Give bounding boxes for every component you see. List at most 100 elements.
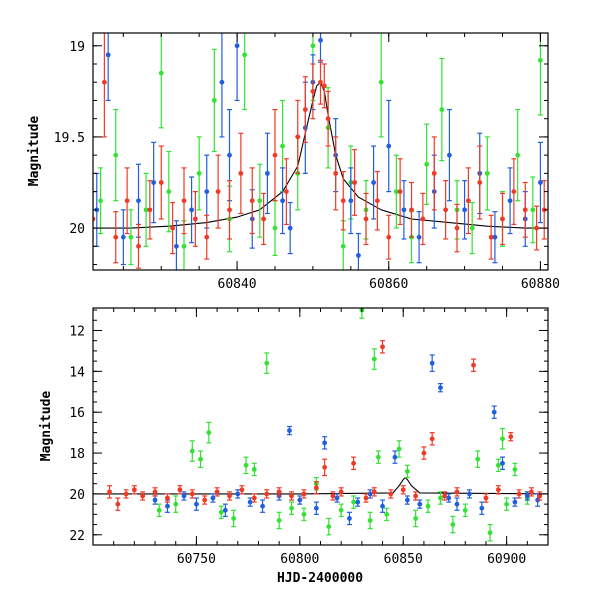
blue-data-point <box>280 167 286 235</box>
red-data-point <box>170 201 176 255</box>
green-data-point <box>251 462 257 477</box>
y-tick-label: 20 <box>69 222 85 237</box>
green-data-point <box>264 352 270 374</box>
y-tick-label: 19.5 <box>54 131 85 146</box>
red-data-point <box>431 136 437 211</box>
blue-data-point <box>334 493 340 503</box>
green-data-point <box>243 456 249 475</box>
green-data-point <box>189 440 195 462</box>
blue-data-point <box>380 499 386 513</box>
x-tick-label: 60750 <box>177 552 216 567</box>
green-data-point <box>289 501 295 515</box>
y-tick-label: 22 <box>69 529 85 544</box>
red-data-point <box>264 489 270 499</box>
red-data-point <box>363 192 369 246</box>
red-data-point <box>227 180 232 240</box>
red-data-point <box>158 145 164 220</box>
top-y-axis-label: Magnitude <box>27 116 42 187</box>
green-data-point <box>425 499 431 513</box>
red-data-point <box>454 487 460 497</box>
red-data-point <box>152 487 158 497</box>
green-data-point <box>384 507 390 522</box>
red-data-point <box>181 167 187 235</box>
red-data-point <box>202 495 208 505</box>
top-panel-zoom: 60840 60860 60880 19 19.5 20 Magnitude <box>27 32 560 292</box>
blue-data-point <box>181 491 187 501</box>
x-tick-label: 60900 <box>487 552 526 567</box>
red-data-point <box>227 491 232 501</box>
red-data-point <box>522 181 528 238</box>
red-data-point <box>147 180 153 240</box>
red-data-point <box>371 487 377 497</box>
green-data-point <box>484 136 490 211</box>
blue-data-point <box>287 201 293 255</box>
red-data-point <box>124 167 130 235</box>
blue-data-point <box>235 489 241 499</box>
red-data-point <box>189 489 195 499</box>
green-data-point <box>351 495 357 509</box>
blue-data-point <box>417 499 423 509</box>
blue-data-point <box>260 499 266 513</box>
red-data-point <box>488 214 494 260</box>
red-data-point <box>528 487 534 497</box>
red-data-point <box>537 491 543 501</box>
green-data-point <box>378 33 384 138</box>
red-data-point <box>272 108 278 202</box>
blue-data-point <box>512 497 518 507</box>
green-data-point <box>512 462 518 477</box>
x-tick-label: 60880 <box>521 277 560 292</box>
red-data-point <box>495 485 501 495</box>
green-data-point <box>301 507 307 522</box>
green-data-point <box>475 450 481 468</box>
red-data-point <box>295 99 301 174</box>
green-data-point <box>404 464 410 479</box>
bottom-y-axis-label: Magnitude <box>39 391 54 462</box>
red-data-point <box>516 489 522 499</box>
red-data-point <box>136 223 141 269</box>
green-data-point <box>537 33 543 116</box>
green-data-point <box>242 33 248 111</box>
red-data-point <box>443 180 449 240</box>
red-data-point <box>429 432 435 446</box>
green-data-point <box>128 209 134 266</box>
green-data-point <box>500 427 505 450</box>
red-data-point <box>107 485 113 499</box>
x-tick-label: 60860 <box>369 277 408 292</box>
blue-data-point <box>492 211 498 264</box>
red-data-point <box>400 485 406 495</box>
blue-data-point <box>151 141 157 224</box>
red-data-point <box>214 487 220 497</box>
blue-data-point <box>491 405 497 419</box>
green-data-point <box>276 511 282 530</box>
blue-data-point <box>371 145 377 220</box>
red-data-point <box>454 203 460 253</box>
blue-data-point <box>120 209 126 266</box>
red-data-point <box>352 149 358 216</box>
red-data-point <box>363 493 369 503</box>
y-tick-label: 19 <box>69 40 85 55</box>
red-data-point <box>380 340 386 354</box>
green-data-point <box>413 509 419 528</box>
red-data-point <box>177 485 183 495</box>
blue-data-point <box>462 180 468 240</box>
green-data-point <box>424 123 430 205</box>
red-data-point <box>289 491 295 501</box>
blue-data-point <box>210 493 216 503</box>
red-data-point <box>500 192 505 246</box>
red-data-point <box>215 154 221 229</box>
red-data-point <box>388 489 394 499</box>
red-data-point <box>140 491 146 501</box>
blue-data-point <box>264 132 270 215</box>
blue-data-point <box>313 501 319 515</box>
green-data-point <box>166 150 172 233</box>
red-data-point <box>413 491 419 501</box>
blue-data-point <box>355 497 361 507</box>
blue-data-point <box>152 495 158 505</box>
blue-data-point <box>105 33 111 102</box>
red-data-point <box>333 136 339 211</box>
red-data-point <box>261 192 267 246</box>
red-data-point <box>442 491 448 501</box>
red-data-point <box>330 491 336 501</box>
red-data-point <box>164 493 170 503</box>
